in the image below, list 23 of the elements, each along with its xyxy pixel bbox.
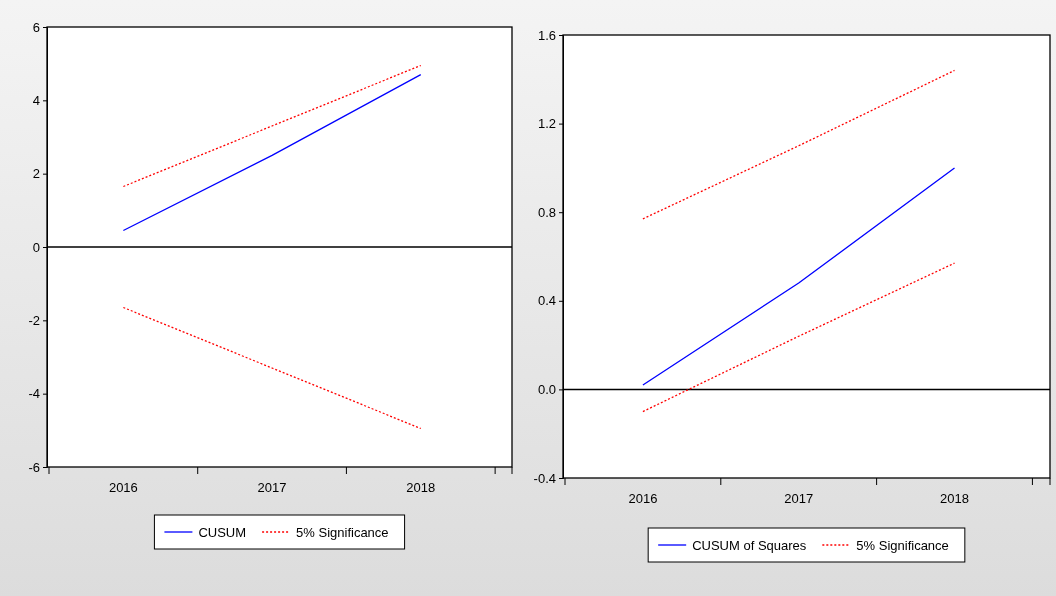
legend-label: CUSUM [198,524,247,540]
y-tick-label: 0.4 [537,293,556,309]
y-tick-label: 1.6 [537,27,556,43]
x-tick-label: 2017 [784,491,814,507]
legend-label: 5% Significance [856,537,949,553]
y-tick-label: 0.0 [537,382,556,398]
y-tick-label: -6 [28,459,40,475]
y-tick-label: -2 [28,312,40,328]
x-tick-label: 2018 [406,480,436,496]
y-tick-label: -4 [28,386,40,402]
x-tick-label: 2016 [108,480,138,496]
x-tick-label: 2018 [940,491,969,507]
y-tick-label: 6 [32,19,40,35]
y-tick-label: 1.2 [537,116,556,132]
y-tick-label: -0.4 [533,470,556,486]
legend-label: CUSUM of Squares [692,537,807,553]
x-tick-label: 2016 [628,491,658,507]
y-tick-label: 2 [32,166,40,182]
y-tick-label: 4 [32,92,40,108]
y-tick-label: 0 [32,239,40,255]
legend-label: 5% Significance [296,524,389,540]
y-tick-label: 0.8 [537,204,556,220]
x-tick-label: 2017 [257,480,287,496]
